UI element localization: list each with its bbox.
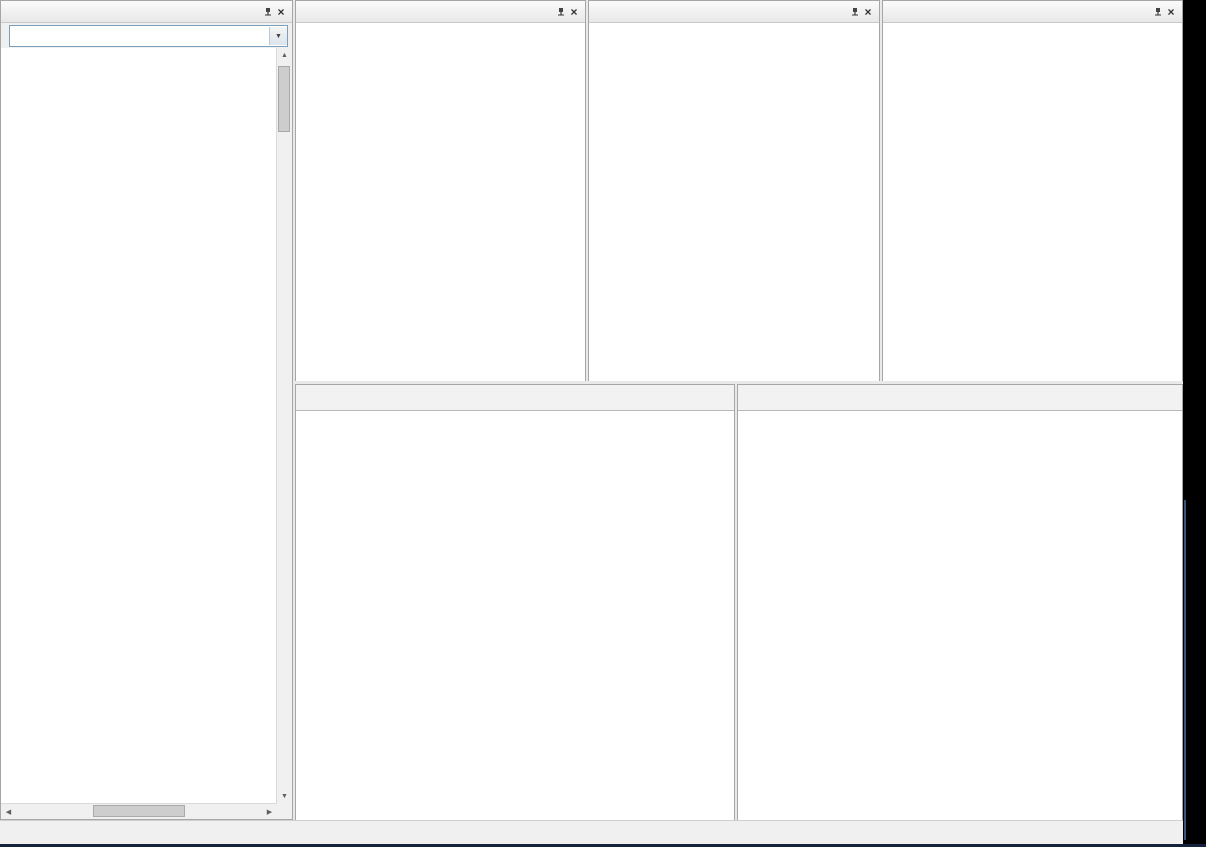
replicate-tabs-left [296, 385, 734, 411]
pin-icon[interactable] [260, 5, 274, 19]
peak-areas-titlebar: × [589, 1, 879, 23]
chromatogram-panel-05 [295, 384, 735, 822]
scroll-up-icon[interactable]: ▲ [281, 52, 288, 59]
pin-icon[interactable] [553, 5, 567, 19]
window-edge [1184, 500, 1186, 840]
library-chart-area [296, 23, 585, 381]
status-bar [0, 820, 1190, 845]
chromatogram-06[interactable] [738, 411, 1182, 822]
replicates-row: ▼ [1, 23, 292, 50]
chromatogram-panel-06 [737, 384, 1183, 822]
targets-panel: × ▼ ▲ ▼ ◀ ▶ [0, 0, 293, 820]
replicates-combobox[interactable]: ▼ [9, 25, 288, 47]
horizontal-scroll-thumb[interactable] [93, 805, 185, 817]
targets-panel-titlebar: × [1, 1, 292, 23]
replicate-tabs-right [738, 385, 1182, 411]
scroll-left-icon[interactable]: ◀ [5, 808, 12, 816]
pin-icon[interactable] [847, 5, 861, 19]
bottom-edge [0, 844, 1206, 847]
screen-black-strip [1183, 0, 1206, 847]
close-icon[interactable]: × [1167, 4, 1175, 19]
scroll-right-icon[interactable]: ▶ [266, 808, 273, 816]
close-icon[interactable]: × [864, 4, 872, 19]
retention-times-chart[interactable] [883, 23, 1182, 381]
library-chart[interactable] [296, 23, 585, 381]
vertical-scroll-thumb[interactable] [278, 66, 290, 132]
tree-horizontal-scrollbar[interactable]: ◀ ▶ [1, 803, 277, 819]
chromatogram-05[interactable] [296, 411, 734, 822]
tree-vertical-scrollbar[interactable]: ▲ ▼ [276, 48, 292, 804]
scroll-down-icon[interactable]: ▼ [281, 793, 288, 800]
close-icon[interactable]: × [570, 4, 578, 19]
pin-icon[interactable] [1150, 5, 1164, 19]
close-icon[interactable]: × [277, 4, 285, 19]
retention-times-titlebar: × [883, 1, 1182, 23]
library-panel-titlebar: × [296, 1, 585, 23]
targets-tree [1, 48, 277, 804]
library-match-panel: × [295, 0, 586, 381]
peak-areas-chart[interactable] [589, 23, 879, 381]
retention-times-panel: × [882, 0, 1183, 381]
combobox-dropdown-icon[interactable]: ▼ [269, 27, 287, 45]
peak-areas-panel: × [588, 0, 880, 381]
